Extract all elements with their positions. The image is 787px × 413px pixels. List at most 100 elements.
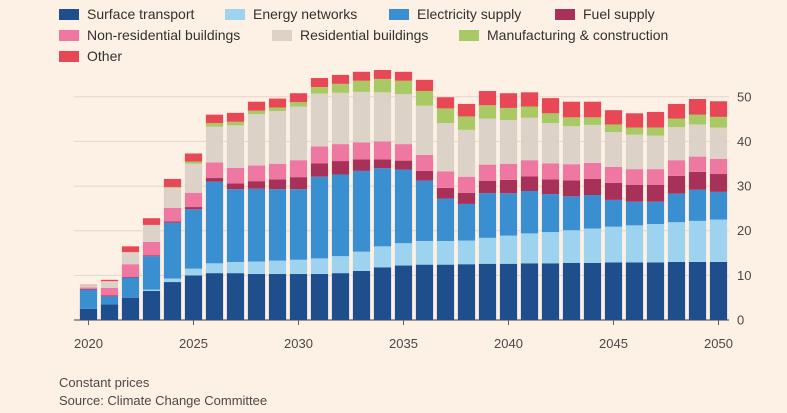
bar-segment [142,241,161,256]
bar-segment [352,170,371,252]
bar-segment [583,117,602,125]
bar-segment [625,134,644,170]
bar-segment [394,80,413,95]
bar-segment [373,267,392,320]
bar-segment [667,160,686,176]
bar-segment [562,196,581,231]
bar-segment [709,127,728,159]
bar-segment [79,289,98,309]
bar-segment [667,193,686,223]
bar-segment [478,164,497,181]
bar-segment [394,160,413,170]
bar-segment [625,225,644,263]
bar-segment [520,92,539,107]
bar-segment [604,166,623,183]
bar-segment [247,188,266,262]
bar-segment [289,177,308,190]
bar-segment [436,97,455,109]
bar-segment [541,98,560,114]
bar-segment [709,174,728,192]
bar-segment [415,154,434,171]
bar-segment [709,101,728,117]
bar-segment [352,71,371,81]
bar-segment [562,117,581,127]
bar-segment [373,70,392,79]
bar-segment [142,256,161,290]
x-tick-label: 2040 [494,336,523,351]
bar-segment [436,187,455,199]
bar-segment [226,261,245,274]
bar-segment [394,169,413,244]
legend-swatch [272,29,292,41]
bar-segment [583,124,602,163]
bar-segment [247,274,266,320]
bar-segment [226,167,245,184]
bar-segment [310,93,329,147]
bar-segment [352,251,371,271]
bar-segment [604,132,623,167]
bar-segment [247,181,266,189]
bar-segment [163,207,182,222]
bar-segment [100,295,119,297]
bar-segment [79,308,98,320]
bar-segment [205,123,224,127]
bar-segment [541,263,560,320]
legend-label: Residential buildings [300,27,429,43]
bar-segment [373,141,392,160]
bar-segment [79,285,98,288]
bar-segment [121,276,140,278]
bar-segment [331,174,350,257]
bar-segment [646,184,665,202]
bar-segment [184,275,203,320]
bar-segment [121,277,140,298]
y-tick-label: 50 [737,89,751,104]
bar-segment [457,192,476,204]
bar-segment [289,274,308,320]
bar-segment [436,123,455,172]
bar-segment [478,180,497,194]
bar-segment [583,101,602,118]
bar-segment [667,261,686,320]
bar-segment [163,222,182,279]
bar-segment [457,103,476,117]
bar-segment [184,163,203,193]
bar-segment [163,186,182,188]
bar-segment [289,93,308,103]
bar-segment [415,170,434,181]
bar-segment [142,290,161,320]
bar-segment [541,113,560,124]
bar-segment [415,79,434,91]
bar-segment [310,78,329,87]
bar-segment [121,264,140,277]
bar-segment [457,129,476,177]
bar-segment [541,123,560,164]
bar-segment [310,86,329,94]
bar-segment [520,190,539,234]
bar-segment [604,110,623,125]
bar-segment [562,180,581,197]
bar-segment [310,274,329,320]
bar-segment [121,297,140,320]
bar-segment [562,230,581,263]
bar-segment [142,255,161,257]
bar-segment [478,105,497,119]
bar-segment [688,220,707,262]
bar-segment [352,142,371,160]
y-tick-label: 10 [737,268,751,283]
legend-swatch [459,29,479,41]
bar-segment [121,252,140,265]
bar-segment [289,259,308,275]
bar-segment [457,264,476,320]
bar-segment [583,262,602,320]
bar-segment [268,111,287,164]
bar-segment [688,189,707,221]
legend-label: Surface transport [87,6,195,22]
bar-segment [709,191,728,220]
bar-segment [331,92,350,145]
bar-segment [331,256,350,274]
bar-segment [457,240,476,265]
bar-segment [457,203,476,241]
bar-segment [121,246,140,253]
bar-segment [478,237,497,264]
bar-segment [646,169,665,185]
